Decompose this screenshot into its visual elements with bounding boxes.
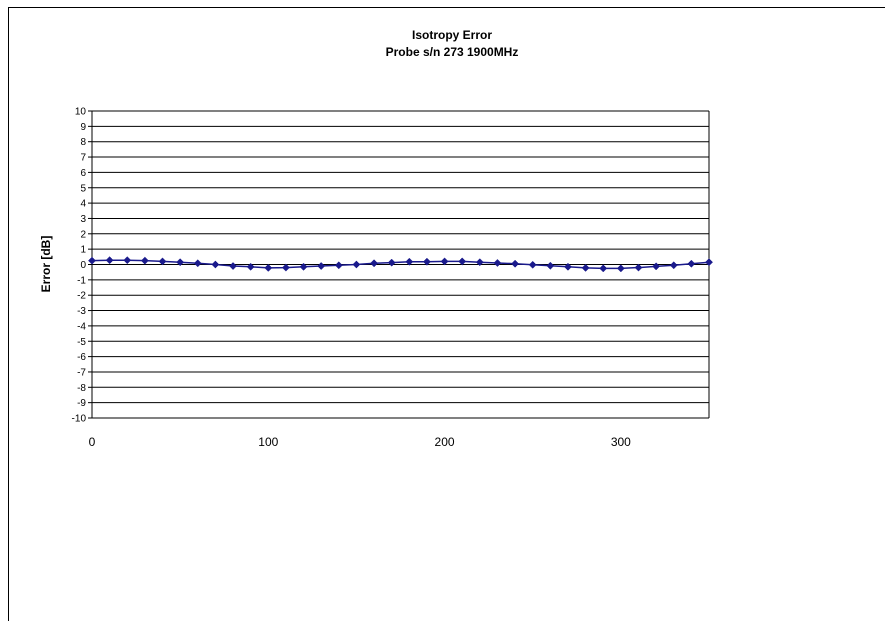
data-point-marker	[264, 263, 273, 272]
y-tick-label: -1	[77, 275, 86, 286]
data-point-marker	[211, 260, 220, 269]
y-tick-label: 2	[80, 229, 86, 240]
data-point-marker	[299, 262, 308, 271]
data-point-marker	[422, 257, 431, 266]
y-tick-label: -6	[77, 352, 86, 363]
data-point-marker	[475, 258, 484, 267]
y-tick-label: 3	[80, 214, 86, 225]
y-tick-label: -2	[77, 291, 86, 302]
y-tick-label: -3	[77, 306, 86, 317]
y-tick-label: 9	[80, 122, 86, 133]
data-point-marker	[528, 260, 537, 269]
data-point-marker	[705, 258, 713, 267]
data-point-marker	[334, 261, 343, 270]
data-point-marker	[105, 256, 114, 265]
data-point-marker	[387, 258, 396, 267]
y-tick-label: 4	[80, 199, 86, 210]
y-tick-label: -5	[77, 337, 86, 348]
data-point-marker	[88, 256, 96, 265]
data-point-marker	[317, 262, 326, 270]
y-tick-label: 10	[75, 107, 87, 118]
data-point-marker	[511, 259, 520, 268]
data-point-marker	[458, 257, 467, 266]
x-tick-label: 100	[258, 435, 278, 449]
data-point-marker	[229, 262, 237, 270]
y-tick-label: -7	[77, 367, 86, 378]
y-tick-label: 1	[80, 245, 86, 256]
y-tick-label: 8	[80, 137, 86, 148]
y-tick-label: 6	[80, 168, 86, 179]
data-point-marker	[352, 260, 361, 269]
y-tick-label: -10	[72, 414, 87, 425]
x-tick-label: 300	[611, 435, 631, 449]
data-point-marker	[281, 263, 290, 272]
data-point-marker	[581, 263, 590, 272]
data-point-marker	[158, 257, 167, 266]
data-point-marker	[370, 259, 379, 268]
data-point-marker	[246, 262, 255, 271]
data-point-marker	[546, 261, 555, 270]
data-point-marker	[616, 264, 625, 273]
y-tick-label: -9	[77, 398, 86, 409]
data-point-marker	[193, 259, 202, 268]
data-point-marker	[140, 256, 149, 265]
data-point-marker	[123, 256, 132, 265]
chart-subtitle: Probe s/n 273 1900MHz	[386, 45, 519, 59]
data-point-marker	[564, 262, 572, 271]
data-point-marker	[634, 263, 643, 272]
y-tick-label: 0	[80, 260, 86, 271]
x-tick-label: 0	[89, 435, 96, 449]
data-point-marker	[687, 259, 696, 268]
x-tick-label: 200	[435, 435, 455, 449]
y-tick-label: -4	[77, 321, 86, 332]
y-tick-label: -8	[77, 383, 86, 394]
chart-title: Isotropy Error	[412, 28, 492, 42]
data-point-marker	[493, 259, 502, 267]
data-point-marker	[176, 258, 185, 267]
y-axis-label: Error [dB]	[39, 236, 53, 293]
data-point-marker	[440, 257, 449, 266]
data-point-marker	[652, 262, 661, 271]
data-point-marker	[599, 264, 608, 273]
data-point-marker	[669, 261, 678, 270]
y-tick-label: 7	[80, 153, 86, 164]
y-tick-label: 5	[80, 183, 86, 194]
data-point-marker	[405, 257, 414, 266]
